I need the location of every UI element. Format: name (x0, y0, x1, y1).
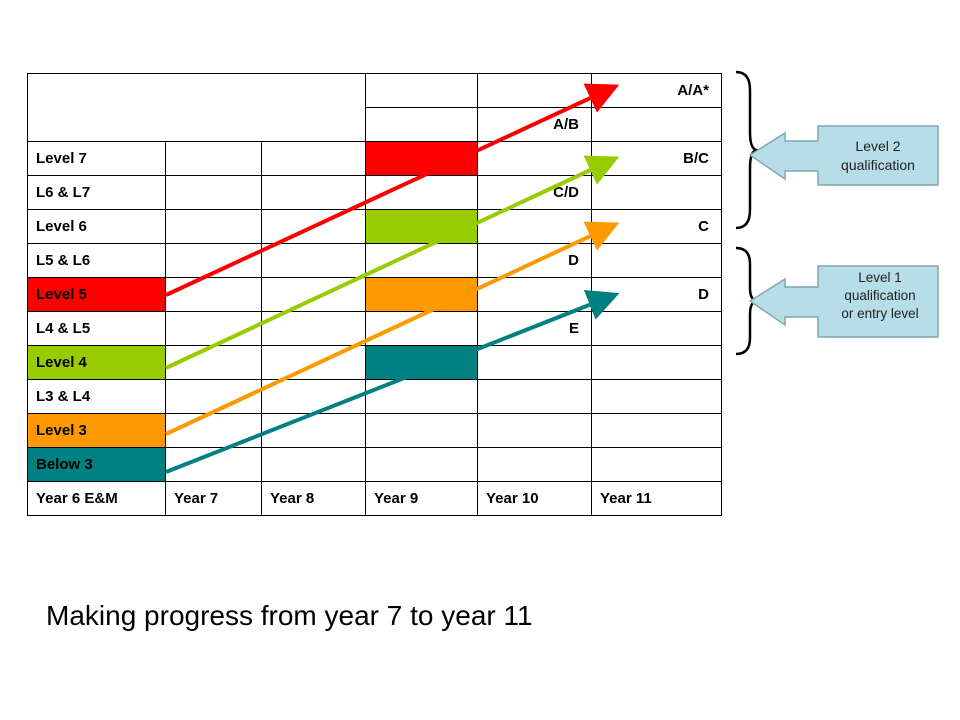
grade-cell: D (477, 243, 592, 278)
grade-cell: E (477, 311, 592, 346)
year9-red-cell (365, 141, 478, 176)
table-row: Level 7 B/C (27, 141, 722, 176)
level-label: Level 5 (27, 277, 166, 312)
year-label: Year 9 (365, 481, 478, 516)
table-cell (261, 345, 366, 380)
table-cell (165, 141, 262, 176)
grade-cell: A/A* (591, 73, 722, 108)
year-label: Year 7 (165, 481, 262, 516)
table-row: L5 & L6 D (27, 243, 722, 278)
grade-cell: C/D (477, 175, 592, 210)
table-cell (165, 345, 262, 380)
table-row: L4 & L5 E (27, 311, 722, 346)
table-cell (165, 209, 262, 244)
table-cell (261, 243, 366, 278)
table-cell (591, 243, 722, 278)
table-cell (477, 379, 592, 414)
level1-callout-text: Level 1 qualification or entry level (818, 269, 942, 324)
table-cell (365, 311, 478, 346)
callout-line: qualification (841, 156, 915, 173)
table-cell (165, 175, 262, 210)
table-row: Level 4 (27, 345, 722, 380)
table-row: Below 3 (27, 447, 722, 482)
callout-line: Level 1 (858, 270, 902, 285)
progress-grid: A/A* A/B Level 7 B/C L6 & L7 C/D Level 6 (27, 73, 722, 516)
table-cell (365, 447, 478, 482)
table-cell (591, 379, 722, 414)
table-cell (261, 447, 366, 482)
table-cell (165, 311, 262, 346)
year-label: Year 11 (591, 481, 722, 516)
level-label: L5 & L6 (27, 243, 166, 278)
grade-cell: B/C (591, 141, 722, 176)
header-blank-cell (27, 73, 366, 142)
level-label: Level 3 (27, 413, 166, 448)
table-cell (165, 243, 262, 278)
table-cell (591, 107, 722, 142)
year-label: Year 6 E&M (27, 481, 166, 516)
level-label: Level 6 (27, 209, 166, 244)
table-cell (261, 311, 366, 346)
table-cell (591, 447, 722, 482)
table-cell (165, 447, 262, 482)
table-cell (591, 311, 722, 346)
table-cell (477, 141, 592, 176)
table-row-footer: Year 6 E&M Year 7 Year 8 Year 9 Year 10 … (27, 481, 722, 516)
table-cell (477, 209, 592, 244)
callout-line: or entry level (841, 306, 919, 322)
table-cell (365, 73, 478, 108)
caption: Making progress from year 7 to year 11 (46, 600, 533, 631)
level-label: Level 7 (27, 141, 166, 176)
level1-callout (748, 265, 939, 338)
table-cell (365, 243, 478, 278)
table-cell (165, 413, 262, 448)
table-row: A/A* (27, 73, 722, 142)
level2-brace-icon (735, 70, 760, 230)
table-cell (165, 379, 262, 414)
callout-line: Level 2 (855, 138, 901, 154)
table-cell (477, 447, 592, 482)
table-cell (591, 413, 722, 448)
grade-cell: A/B (477, 107, 592, 142)
year9-green-cell (365, 209, 478, 244)
table-cell (477, 345, 592, 380)
level-label: Level 4 (27, 345, 166, 380)
table-cell (591, 345, 722, 380)
table-cell (261, 209, 366, 244)
year9-teal-cell (365, 345, 478, 380)
level2-callout-text: Level 2 qualification (818, 137, 938, 175)
table-cell (365, 413, 478, 448)
table-cell (261, 175, 366, 210)
table-cell (591, 175, 722, 210)
table-row: Level 6 C (27, 209, 722, 244)
callout-line: qualification (844, 288, 916, 304)
year9-orange-cell (365, 277, 478, 312)
level2-callout (748, 125, 939, 186)
table-cell (261, 277, 366, 312)
table-cell (365, 379, 478, 414)
table-cell (477, 73, 592, 108)
level-label: L3 & L4 (27, 379, 166, 414)
table-cell (365, 107, 478, 142)
table-cell (261, 141, 366, 176)
year-label: Year 8 (261, 481, 366, 516)
grade-cell: D (591, 277, 722, 312)
table-row: L6 & L7 C/D (27, 175, 722, 210)
table-cell (477, 413, 592, 448)
level-label: L4 & L5 (27, 311, 166, 346)
level-label: Below 3 (27, 447, 166, 482)
table-cell (477, 277, 592, 312)
table-cell (165, 277, 262, 312)
grade-cell: C (591, 209, 722, 244)
table-row: Level 5 D (27, 277, 722, 312)
table-row: Level 3 (27, 413, 722, 448)
table-cell (261, 379, 366, 414)
year-label: Year 10 (477, 481, 592, 516)
table-cell (261, 413, 366, 448)
table-row: L3 & L4 (27, 379, 722, 414)
table-cell (365, 175, 478, 210)
level-label: L6 & L7 (27, 175, 166, 210)
